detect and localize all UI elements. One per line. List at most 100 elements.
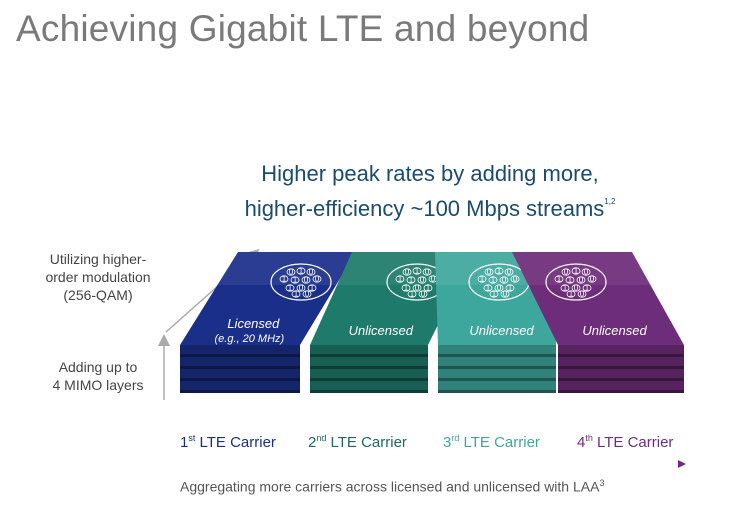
carrier-2-face	[310, 252, 474, 345]
carrier-4-constellation-bit: 0	[574, 284, 579, 293]
carrier-3-layer-1	[438, 345, 556, 354]
carrier-4-constellation-point	[576, 276, 586, 284]
carrier-4-constellation-point	[561, 268, 571, 276]
modulation-label-line-3: (256-QAM)	[63, 287, 133, 303]
carrier-2-constellation-bit: 1	[409, 276, 414, 285]
carrier-4-constellation-bit: 1	[574, 267, 579, 276]
carrier-3-caption-text: LTE Carrier	[459, 434, 540, 451]
carrier-3-constellation-bit: 0	[503, 290, 508, 299]
carrier-1-label: Licensed	[227, 316, 280, 331]
carrier-2-constellation-bit: 0	[415, 284, 420, 293]
subtitle-line-1: Higher peak rates by adding more,	[261, 161, 599, 186]
mimo-label: Adding up to 4 MIMO layers	[28, 358, 168, 394]
carrier-2-constellation-point	[423, 284, 433, 292]
carrier-2-constellation-bit: 0	[420, 276, 425, 285]
carrier-4-layer-4	[558, 381, 684, 390]
carrier-2-constellation-point	[401, 284, 411, 292]
carrier-2-constellation-point	[417, 276, 427, 284]
carrier-2-constellation-bit: 0	[405, 268, 410, 277]
carrier-2-layer-4	[310, 381, 428, 390]
carrier-4-constellation-point	[566, 290, 576, 298]
carrier-4-constellation-point	[571, 284, 581, 292]
carrier-1-layer-1	[180, 345, 300, 354]
carrier-1-constellation-point	[306, 268, 316, 276]
carrier-2-constellation-point	[406, 276, 416, 284]
subtitle: Higher peak rates by adding more, higher…	[195, 160, 665, 223]
carrier-3-caption-ordinal: 3	[443, 434, 452, 451]
carrier-2-constellation-bit: 1	[410, 290, 415, 299]
carrier-3-caption: 3rd LTE Carrier	[443, 433, 540, 451]
carrier-2-constellation-bit: 0	[421, 290, 426, 299]
carrier-2-layer-edge-4	[310, 390, 428, 393]
carrier-4-constellation-bit: 0	[584, 268, 589, 277]
carrier-1-constellation-point	[301, 276, 311, 284]
carrier-3-constellation-bit: 1	[491, 276, 496, 285]
modulation-label-line-2: order modulation	[45, 269, 151, 285]
carrier-1-constellation-point	[307, 284, 317, 292]
carrier-2-caption: 2nd LTE Carrier	[308, 433, 407, 451]
carrier-1-layer-2	[180, 357, 300, 366]
carrier-3-constellation-bit: 0	[513, 275, 518, 284]
carrier-4-constellation-point	[581, 268, 591, 276]
carrier-3-layer-3	[438, 369, 556, 378]
carrier-1-constellation-point	[285, 284, 295, 292]
carrier-1-constellation-bit: 0	[309, 268, 314, 277]
carrier-2-constellation-point	[418, 290, 428, 298]
carrier-2-constellation-bit: 1	[426, 284, 431, 293]
carrier-2-constellation-point	[412, 284, 422, 292]
carrier-4-constellation-bit: 0	[564, 268, 569, 277]
carrier-4-face	[512, 252, 684, 345]
carrier-2-layer-1	[310, 345, 428, 354]
carrier-1-constellation-point	[290, 276, 300, 284]
carrier-1-constellation-bit: 1	[293, 276, 298, 285]
carrier-2-caption-ordinal: 2	[308, 434, 317, 451]
carrier-1-layer-3	[180, 369, 300, 378]
carrier-3-constellation-point	[488, 276, 498, 284]
carrier-3-layer-edge-4	[438, 390, 556, 393]
carrier-4-constellation-icon	[545, 263, 607, 301]
carrier-3-layer-edge-1	[438, 354, 556, 357]
carrier-1-layer-edge-3	[180, 378, 300, 381]
carrier-4-layer-edge-4	[558, 390, 684, 393]
carrier-3-constellation-bit: 0	[507, 268, 512, 277]
carrier-4-constellation-point	[565, 276, 575, 284]
carrier-4-constellation-bit: 1	[563, 284, 568, 293]
subtitle-line-2-text: higher-efficiency ~100 Mbps streams	[244, 196, 605, 221]
carrier-2-layer-edge-2	[310, 366, 428, 369]
carrier-4-constellation-bit: 0	[580, 290, 585, 299]
carrier-3-constellation-bit: 0	[502, 276, 507, 285]
carrier-2-constellation-point	[422, 268, 432, 276]
carrier-3-constellation-bit: 0	[487, 268, 492, 277]
carrier-4-caption: 4th LTE Carrier	[577, 433, 673, 451]
carrier-4-constellation-point	[582, 284, 592, 292]
carrier-1-caption-suffix: st	[188, 433, 196, 443]
carrier-2-label: Unlicensed	[349, 323, 414, 338]
carrier-1-constellation-bit: 0	[315, 275, 320, 284]
carrier-2-constellation-point	[407, 290, 417, 298]
carrier-4-constellation-point	[571, 267, 581, 275]
carrier-1-constellation-point	[296, 267, 306, 275]
bottom-note-footnote: 3	[599, 478, 605, 488]
carrier-4-constellation-point	[560, 284, 570, 292]
carrier-1-layer-edge-4	[180, 390, 300, 393]
carrier-3-layer-edge-3	[438, 378, 556, 381]
carrier-3-constellation-bit: 1	[508, 284, 513, 293]
carrier-2-caption-text: LTE Carrier	[326, 434, 407, 451]
carrier-1-layer-edge-1	[180, 354, 300, 357]
carrier-2-constellation-point	[402, 268, 412, 276]
carrier-4-constellation-bit: 1	[569, 290, 574, 299]
subtitle-footnote: 1,2	[604, 197, 616, 206]
modulation-label: Utilizing higher- order modulation (256-…	[28, 250, 168, 304]
carrier-2-constellation-point	[412, 267, 422, 275]
carrier-4-layer-3	[558, 369, 684, 378]
bottom-note-text: Aggregating more carriers across license…	[180, 478, 600, 495]
carrier-1-highlight	[217, 252, 356, 285]
carrier-1-caption: 1st LTE Carrier	[180, 433, 276, 451]
carrier-4-layer-2	[558, 357, 684, 366]
carrier-1-caption-text: LTE Carrier	[195, 434, 276, 451]
carrier-2-constellation-bit: 1	[415, 267, 420, 276]
carrier-1-constellation-point	[286, 268, 296, 276]
